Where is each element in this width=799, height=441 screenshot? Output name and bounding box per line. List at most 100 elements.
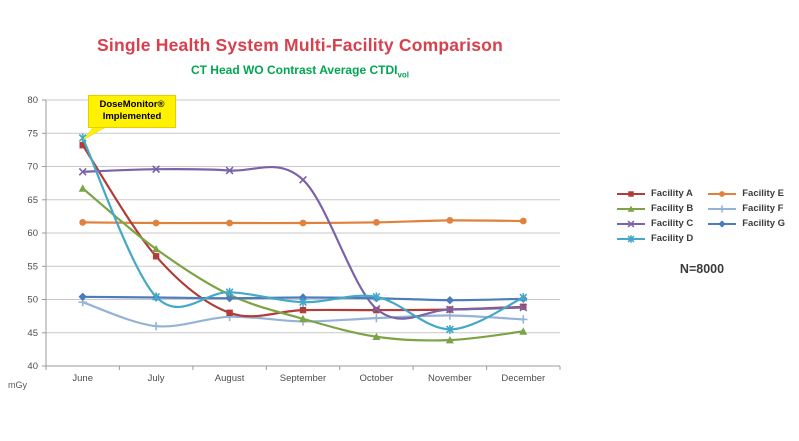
series-facility-c [78, 165, 528, 320]
legend-item-facility-e: Facility E [707, 186, 785, 201]
legend-marker-facility-f [708, 204, 737, 213]
annotation-line1: DoseMonitor® [99, 99, 165, 110]
square-marker [226, 309, 233, 316]
svg-text:45: 45 [27, 328, 38, 339]
star-marker [152, 292, 161, 302]
legend: Facility A Facility B Facility C Facility D… [616, 186, 785, 246]
y-axis-labels: 40 45 50 55 60 65 70 75 80 [27, 95, 38, 372]
legend-item-facility-c: Facility C [616, 216, 693, 231]
triangle-marker [299, 314, 307, 323]
legend-label-facility-b: Facility B [651, 203, 694, 214]
chart-subtitle: CT Head WO Contrast Average CTDIvol [0, 63, 600, 79]
plus-marker [151, 321, 161, 331]
series-facility-a [79, 142, 527, 318]
legend-marker-facility-g [708, 219, 737, 228]
annotation-line2: Implemented [102, 111, 162, 123]
circle-marker [152, 219, 160, 227]
svg-text:50: 50 [27, 295, 38, 306]
diamond-marker [718, 219, 726, 228]
legend-marker-facility-b [617, 205, 645, 212]
x-marker [627, 220, 635, 227]
series-facility-d [78, 133, 528, 334]
x-marker [445, 305, 454, 314]
star-marker [627, 234, 635, 243]
sample-size-note: N=8000 [679, 262, 725, 276]
star-marker [78, 133, 87, 143]
x-marker [152, 165, 161, 174]
gridlines [46, 99, 560, 367]
chart-subtitle-subscript: vol [397, 70, 410, 80]
x-marker [372, 304, 381, 313]
svg-text:80: 80 [27, 95, 38, 106]
svg-text:65: 65 [27, 195, 38, 206]
x-axis-labels: June July August September October November De… [72, 373, 545, 384]
x-marker [225, 166, 234, 175]
legend-marker-facility-d [617, 234, 645, 243]
x-marker [78, 167, 87, 176]
legend-marker-facility-e [708, 190, 737, 197]
square-marker [628, 190, 634, 197]
legend-label-facility-c: Facility C [651, 218, 694, 229]
chart-subtitle-text: CT Head WO Contrast Average CTDI [190, 63, 398, 77]
diamond-marker [298, 293, 308, 302]
triangle-marker [372, 332, 381, 340]
triangle-marker [152, 245, 161, 253]
star-marker [519, 293, 528, 302]
plus-marker [519, 315, 528, 324]
legend-label-facility-a: Facility A [651, 188, 693, 199]
square-marker [299, 306, 307, 314]
circle-marker [299, 219, 307, 227]
legend-item-facility-d: Facility D [616, 231, 693, 246]
series-facility-b [78, 184, 528, 344]
square-marker [79, 142, 86, 149]
circle-marker [446, 217, 454, 224]
svg-text:September: September [280, 373, 326, 384]
x-marker [299, 175, 307, 184]
svg-text:40: 40 [27, 361, 38, 372]
star-marker [445, 325, 454, 334]
circle-marker [79, 219, 87, 226]
y-axis-unit-label: mGy [8, 380, 27, 390]
chart-title: Single Health System Multi-Facility Comp… [97, 35, 503, 55]
svg-text:July: July [148, 373, 165, 384]
annotation-callout: DoseMonitor® Implemented [88, 95, 176, 128]
legend-marker-facility-a [617, 190, 645, 197]
legend-column: Facility E Facility F Facility G [707, 186, 785, 246]
series-facility-e [79, 217, 527, 227]
x-axis-ticks [45, 366, 561, 370]
svg-text:December: December [501, 373, 545, 384]
circle-marker [373, 219, 380, 226]
svg-text:70: 70 [27, 162, 38, 173]
legend-item-facility-g: Facility G [707, 216, 785, 231]
circle-marker [519, 217, 527, 225]
x-marker [519, 303, 528, 312]
legend-marker-facility-c [617, 220, 645, 227]
legend-item-facility-a: Facility A [616, 186, 693, 201]
legend-label-facility-g: Facility G [742, 218, 786, 229]
line-chart: 40 45 50 55 60 65 70 75 80 June July August Septembe… [27, 95, 561, 384]
svg-text:60: 60 [27, 228, 38, 239]
triangle-marker [519, 327, 528, 335]
svg-text:August: August [215, 373, 245, 384]
star-marker [372, 292, 381, 302]
svg-text:55: 55 [27, 262, 38, 273]
plus-marker [372, 313, 381, 323]
legend-item-facility-f: Facility F [707, 201, 785, 216]
triangle-marker [445, 336, 454, 344]
svg-text:October: October [360, 373, 394, 384]
star-marker [225, 287, 234, 297]
circle-marker [719, 190, 726, 197]
series-group [78, 133, 528, 344]
triangle-marker [78, 184, 87, 192]
diamond-marker [445, 296, 455, 305]
star-marker [299, 297, 307, 307]
diamond-marker [78, 292, 87, 301]
triangle-marker [627, 205, 635, 212]
svg-text:75: 75 [27, 129, 38, 140]
diamond-marker [225, 294, 234, 303]
legend-label-facility-f: Facility F [742, 203, 784, 214]
plus-marker [445, 311, 455, 320]
svg-text:November: November [428, 373, 472, 384]
svg-text:June: June [72, 373, 93, 384]
